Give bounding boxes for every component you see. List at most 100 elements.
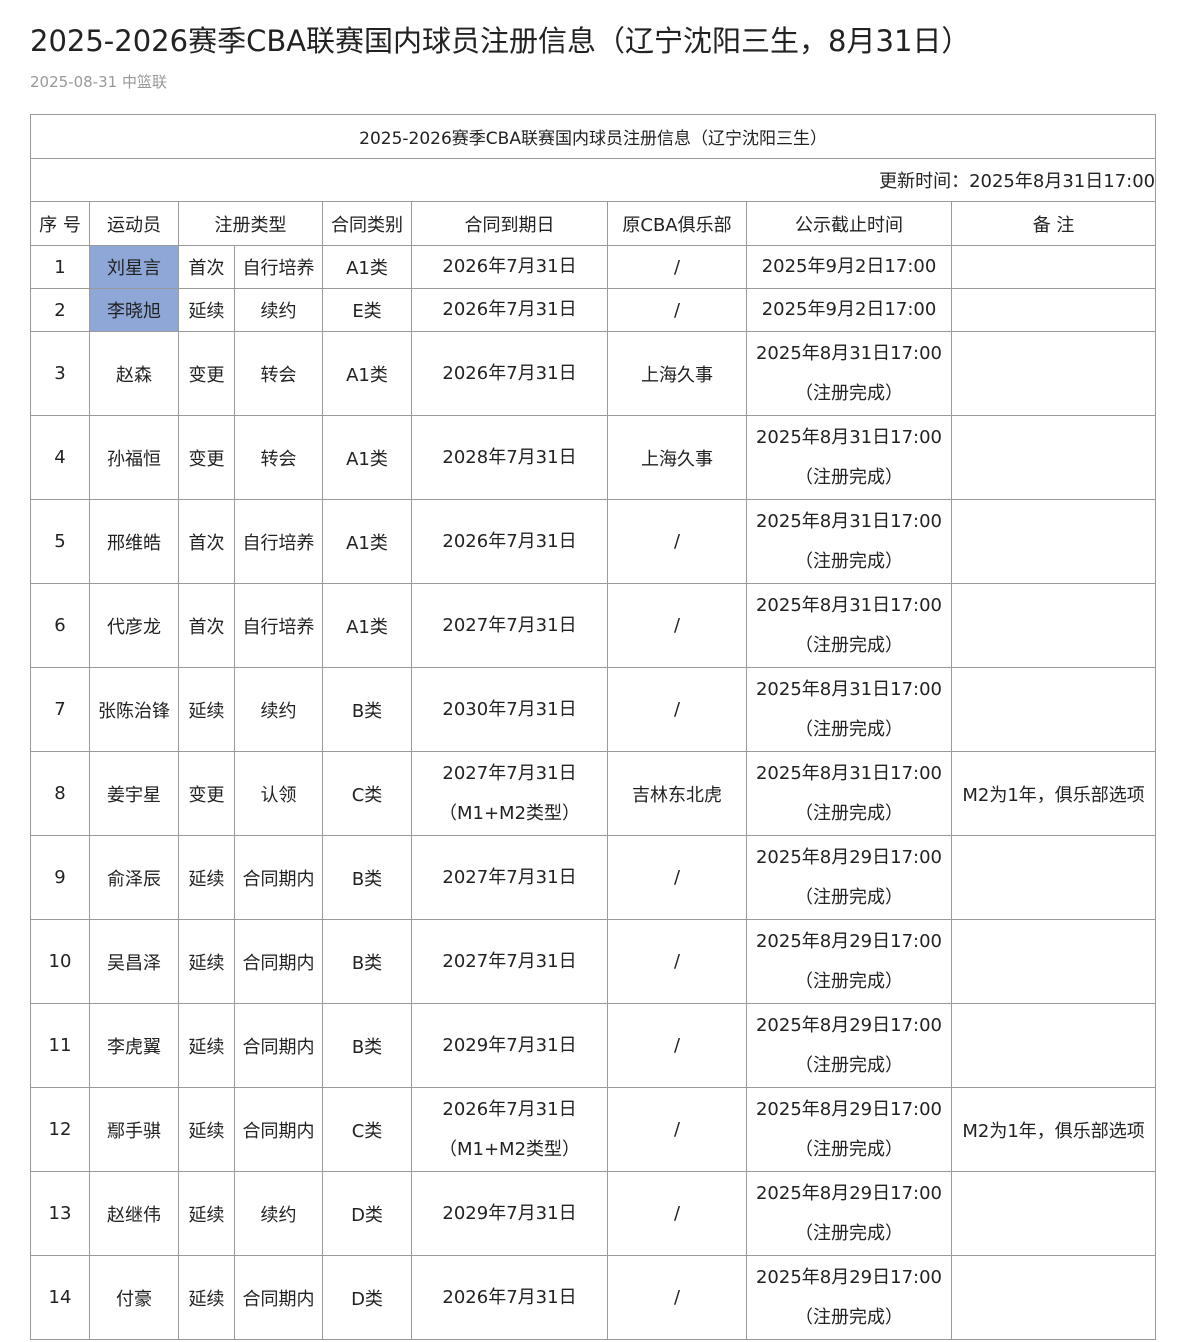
cell-no-no: 3: [54, 363, 66, 384]
cell-note: M2为1年，俱乐部选项: [950, 1087, 1157, 1172]
cell-reg-type-reg: 延续: [188, 1204, 225, 1226]
cell-contract-cat: A1类: [322, 245, 412, 289]
cell-player-name: 张陈治锋: [98, 700, 170, 722]
cell-reg-subtype: 续约: [234, 1171, 323, 1256]
cell-deadline: 2025年8月31日17:00 （注册完成）: [746, 751, 952, 836]
cell-contract-cat: B类: [322, 667, 412, 752]
cell-expiry-exp: 2027年7月31日: [442, 614, 577, 636]
cell-deadline: 2025年8月29日17:00 （注册完成）: [746, 1171, 952, 1256]
table-row: 10 吴昌泽 延续 合同期内 B类 2027年7月31日 / 2025年8月29日17:00 （…: [30, 919, 1157, 1004]
cell-deadline-deadline: 2025年8月31日17:00: [755, 342, 943, 364]
cell-deadline-status: （注册完成）: [795, 466, 903, 488]
cell-prev-club: /: [607, 919, 747, 1004]
cell-note: [950, 667, 1157, 752]
cell-note: [950, 919, 1157, 1004]
header-contract-cat: 合同类别: [322, 201, 412, 246]
cell-player-name: 赵森: [116, 364, 152, 386]
cell-reg-subtype-sub: 认领: [260, 784, 297, 806]
cell-contract-cat-cat: A1类: [346, 532, 388, 554]
cell-reg-subtype-sub: 续约: [260, 301, 297, 322]
cell-reg-subtype: 续约: [234, 667, 323, 752]
cell-no-no: 12: [48, 1119, 72, 1140]
cell-player: 刘星言: [89, 245, 179, 289]
cell-expiry-exp: 2027年7月31日: [442, 950, 577, 972]
cell-expiry: 2026年7月31日 （M1+M2类型）: [411, 1087, 608, 1172]
cell-expiry-exp: 2028年7月31日: [442, 446, 577, 468]
cell-contract-cat-cat: A1类: [346, 616, 388, 638]
cell-player-name: 吴昌泽: [107, 952, 161, 974]
cell-reg-type: 延续: [178, 1087, 235, 1172]
cell-no-no: 14: [48, 1287, 72, 1308]
cell-no-no: 10: [48, 951, 72, 972]
cell-note-note: M2为1年，俱乐部选项: [962, 784, 1145, 806]
cell-note: [950, 415, 1157, 500]
cell-reg-type-reg: 延续: [188, 1036, 225, 1058]
cell-deadline-deadline: 2025年8月31日17:00: [755, 762, 943, 784]
header-deadline: 公示截止时间: [746, 201, 952, 246]
cell-deadline-deadline: 2025年8月29日17:00: [755, 930, 943, 952]
cell-contract-cat-cat: B类: [351, 868, 383, 890]
cell-player: 付豪: [89, 1255, 179, 1340]
cell-no-no: 7: [54, 699, 66, 720]
cell-reg-subtype: 合同期内: [234, 835, 323, 920]
cell-no-no: 2: [54, 299, 66, 321]
cell-reg-type: 变更: [178, 751, 235, 836]
cell-contract-cat-cat: B类: [351, 700, 383, 722]
cell-prev-club: /: [607, 1171, 747, 1256]
cell-deadline-status: （注册完成）: [795, 634, 903, 656]
cell-reg-type: 延续: [178, 835, 235, 920]
cell-player-name: 刘星言: [107, 258, 161, 279]
cell-deadline-status: （注册完成）: [795, 550, 903, 572]
cell-no: 12: [30, 1087, 90, 1172]
cell-reg-subtype-sub: 转会: [260, 448, 297, 470]
cell-deadline: 2025年8月31日17:00 （注册完成）: [746, 331, 952, 416]
cell-prev-club: /: [607, 1255, 747, 1340]
cell-reg-type: 首次: [178, 499, 235, 584]
cell-prev-club-club: /: [673, 1203, 681, 1224]
cell-reg-subtype: 转会: [234, 415, 323, 500]
cell-reg-type-reg: 延续: [188, 868, 225, 890]
cell-contract-cat: A1类: [322, 415, 412, 500]
cell-expiry: 2029年7月31日: [411, 1003, 608, 1088]
cell-expiry: 2027年7月31日 （M1+M2类型）: [411, 751, 608, 836]
table-row: 1 刘星言 首次 自行培养 A1类 2026年7月31日 / 2025年9月2日17:00: [30, 245, 1157, 289]
cell-reg-subtype-sub: 自行培养: [242, 616, 315, 638]
cell-deadline: 2025年8月31日17:00 （注册完成）: [746, 415, 952, 500]
cell-expiry: 2026年7月31日: [411, 499, 608, 584]
cell-expiry-exp: 2030年7月31日: [442, 698, 577, 720]
table-row: 14 付豪 延续 合同期内 D类 2026年7月31日 / 2025年8月29日17:00 （注…: [30, 1255, 1157, 1340]
cell-note: [950, 288, 1157, 332]
cell-reg-type: 首次: [178, 245, 235, 289]
header-row: 序 号 运动员 注册类型 合同类别 合同到期日 原CBA俱乐部 公示截止时间 备…: [30, 201, 1157, 246]
cell-expiry-exp: 2026年7月31日: [442, 256, 577, 277]
article-source[interactable]: 中篮联: [121, 73, 167, 91]
cell-no: 8: [30, 751, 90, 836]
cell-player: 张陈治锋: [89, 667, 179, 752]
cell-player: 李虎翼: [89, 1003, 179, 1088]
cell-reg-subtype: 合同期内: [234, 1087, 323, 1172]
cell-deadline-status: （注册完成）: [795, 1306, 903, 1328]
cell-deadline: 2025年8月31日17:00 （注册完成）: [746, 499, 952, 584]
registration-table: 2025-2026赛季CBA联赛国内球员注册信息（辽宁沈阳三生） 更新时间：20…: [29, 114, 1157, 1340]
cell-prev-club: 吉林东北虎: [607, 751, 747, 836]
cell-contract-cat-cat: B类: [351, 1036, 383, 1058]
cell-no-no: 1: [54, 256, 66, 278]
cell-expiry-exp: 2027年7月31日: [442, 866, 577, 888]
cell-player-name: 姜宇星: [107, 784, 161, 806]
cell-deadline: 2025年9月2日17:00: [746, 288, 952, 332]
cell-player-name: 俞泽辰: [107, 868, 161, 890]
cell-expiry: 2026年7月31日: [411, 288, 608, 332]
cell-deadline: 2025年8月29日17:00 （注册完成）: [746, 1087, 952, 1172]
cell-prev-club: /: [607, 667, 747, 752]
cell-deadline-status: （注册完成）: [795, 1138, 903, 1160]
cell-player: 代彦龙: [89, 583, 179, 668]
cell-contract-cat: A1类: [322, 331, 412, 416]
cell-deadline-deadline: 2025年8月29日17:00: [755, 1014, 943, 1036]
cell-deadline: 2025年8月29日17:00 （注册完成）: [746, 1255, 952, 1340]
cell-reg-type-reg: 延续: [188, 1120, 225, 1142]
cell-reg-subtype: 自行培养: [234, 583, 323, 668]
cell-prev-club-club: /: [673, 256, 681, 278]
table-row: 2 李晓旭 延续 续约 E类 2026年7月31日 / 2025年9月2日17:00: [30, 288, 1157, 332]
cell-expiry: 2026年7月31日: [411, 331, 608, 416]
cell-no: 10: [30, 919, 90, 1004]
